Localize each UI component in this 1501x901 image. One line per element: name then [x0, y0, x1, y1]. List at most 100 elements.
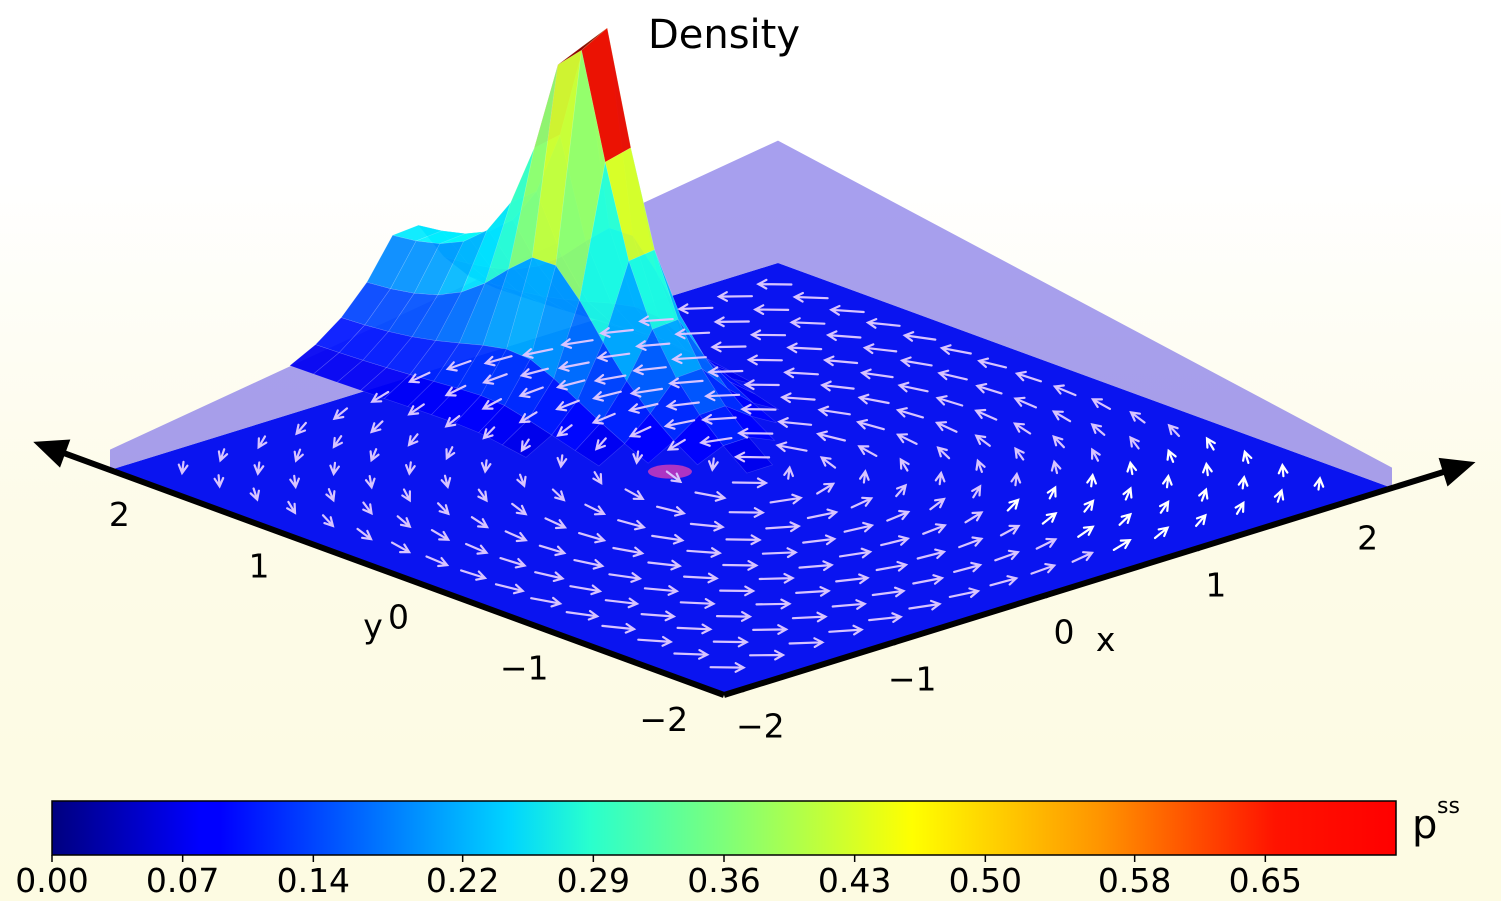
colorbar-tick-label: 0.58 — [1098, 861, 1171, 900]
quiver-arrow — [871, 586, 906, 598]
quiver-arrow — [445, 359, 472, 372]
quiver-arrow — [1014, 446, 1025, 461]
quiver-arrow — [1010, 471, 1022, 487]
y-tick-label: 2 — [109, 495, 130, 534]
quiver-arrow — [482, 426, 496, 440]
quiver-arrow — [999, 524, 1021, 537]
quiver-arrow — [1091, 447, 1101, 462]
quiver-arrow — [1013, 396, 1037, 409]
quiver-arrow — [736, 427, 774, 439]
quiver-arrow — [1118, 512, 1133, 526]
quiver-arrow — [689, 520, 725, 532]
quiver-arrow — [1035, 537, 1058, 550]
quiver-arrow — [638, 315, 674, 327]
colorbar-gradient — [51, 800, 1397, 856]
quiver-arrow — [733, 451, 771, 463]
quiver-arrow — [177, 460, 189, 476]
quiver-arrow — [756, 278, 793, 290]
x-tick-label: 1 — [1205, 565, 1226, 604]
quiver-arrow — [728, 507, 766, 518]
quiver-arrow — [694, 491, 727, 502]
chart-title: Density — [648, 12, 800, 58]
quiver-arrow — [975, 458, 986, 473]
y-axis-label: y — [363, 607, 383, 646]
quiver-arrow — [868, 612, 903, 623]
quiver-arrow — [483, 355, 513, 367]
surface-patch — [383, 374, 435, 407]
surface-patch — [289, 344, 340, 375]
quiver-arrow — [815, 430, 846, 442]
x-tick-label: 0 — [1054, 613, 1075, 652]
quiver-arrow — [1167, 423, 1181, 438]
quiver-arrow — [683, 572, 719, 584]
quiver-arrow — [1234, 500, 1245, 515]
quiver-arrow — [1086, 472, 1097, 488]
quiver-arrow — [1071, 551, 1095, 563]
quiver-layer — [177, 278, 1325, 673]
surface-patch — [501, 419, 553, 458]
quiver-arrow — [557, 361, 590, 372]
quiver-arrow — [332, 435, 343, 449]
quiver-arrow — [843, 521, 875, 533]
quiver-arrow — [591, 412, 616, 425]
quiver-arrow — [897, 381, 929, 393]
quiver-arrow — [1112, 539, 1132, 551]
quiver-arrow — [977, 357, 1008, 369]
quiver-arrow — [663, 419, 696, 430]
x-axis-arrowhead — [1438, 457, 1476, 487]
quiver-arrow — [679, 598, 716, 609]
quiver-arrow — [1242, 449, 1253, 464]
quiver-arrow — [828, 624, 864, 636]
quiver-arrow — [1313, 476, 1325, 491]
quiver-arrow — [789, 317, 826, 328]
quiver-arrow — [286, 500, 297, 515]
quiver-arrow — [725, 534, 762, 546]
quiver-arrow — [369, 448, 380, 463]
quiver-arrow — [401, 488, 411, 503]
quiver-arrow — [555, 379, 586, 391]
x-axis-line — [723, 468, 1447, 698]
quiver-arrow — [617, 519, 647, 531]
quiver-arrow — [707, 366, 744, 378]
quiver-arrow — [708, 457, 719, 472]
quiver-arrow — [1052, 434, 1065, 449]
quiver-arrow — [817, 405, 851, 417]
quiver-arrow — [829, 304, 865, 316]
quiver-arrow — [596, 351, 631, 363]
quiver-arrow — [895, 483, 908, 498]
quiver-arrow — [1166, 448, 1177, 463]
x-axis-label: x — [1096, 620, 1116, 659]
quiver-arrow — [521, 348, 554, 359]
quiver-arrow — [637, 635, 673, 647]
colorbar-tick-label: 0.00 — [15, 861, 88, 900]
colorbar-tick-label: 0.50 — [949, 861, 1022, 900]
quiver-arrow — [499, 557, 527, 569]
quiver-arrow — [758, 572, 795, 584]
quiver-arrow — [369, 420, 384, 434]
quiver-arrow — [364, 475, 376, 490]
quiver-arrow — [560, 338, 594, 349]
quiver-arrow — [939, 344, 972, 355]
quiver-arrow — [916, 548, 947, 560]
quiver-arrow — [578, 532, 607, 544]
quiver-arrow — [538, 544, 567, 557]
y-tick-label: 1 — [248, 546, 269, 585]
quiver-arrow — [899, 356, 933, 368]
quiver-arrow — [1129, 435, 1140, 450]
quiver-arrow — [761, 547, 798, 559]
quiver-arrow — [752, 624, 789, 635]
quiver-arrow — [936, 446, 951, 460]
quiver-arrow — [746, 354, 783, 366]
quiver-arrow — [608, 572, 643, 583]
quiver-arrow — [635, 340, 671, 351]
quiver-arrow — [253, 461, 265, 476]
quiver-arrow — [1126, 460, 1138, 476]
quiver-arrow — [704, 390, 741, 402]
x-tick-mark — [893, 637, 907, 646]
quiver-arrow — [783, 367, 819, 379]
quiver-arrow — [820, 380, 855, 392]
quiver-arrow — [569, 584, 603, 596]
quiver-arrow — [1052, 384, 1077, 397]
quiver-arrow — [295, 421, 307, 436]
